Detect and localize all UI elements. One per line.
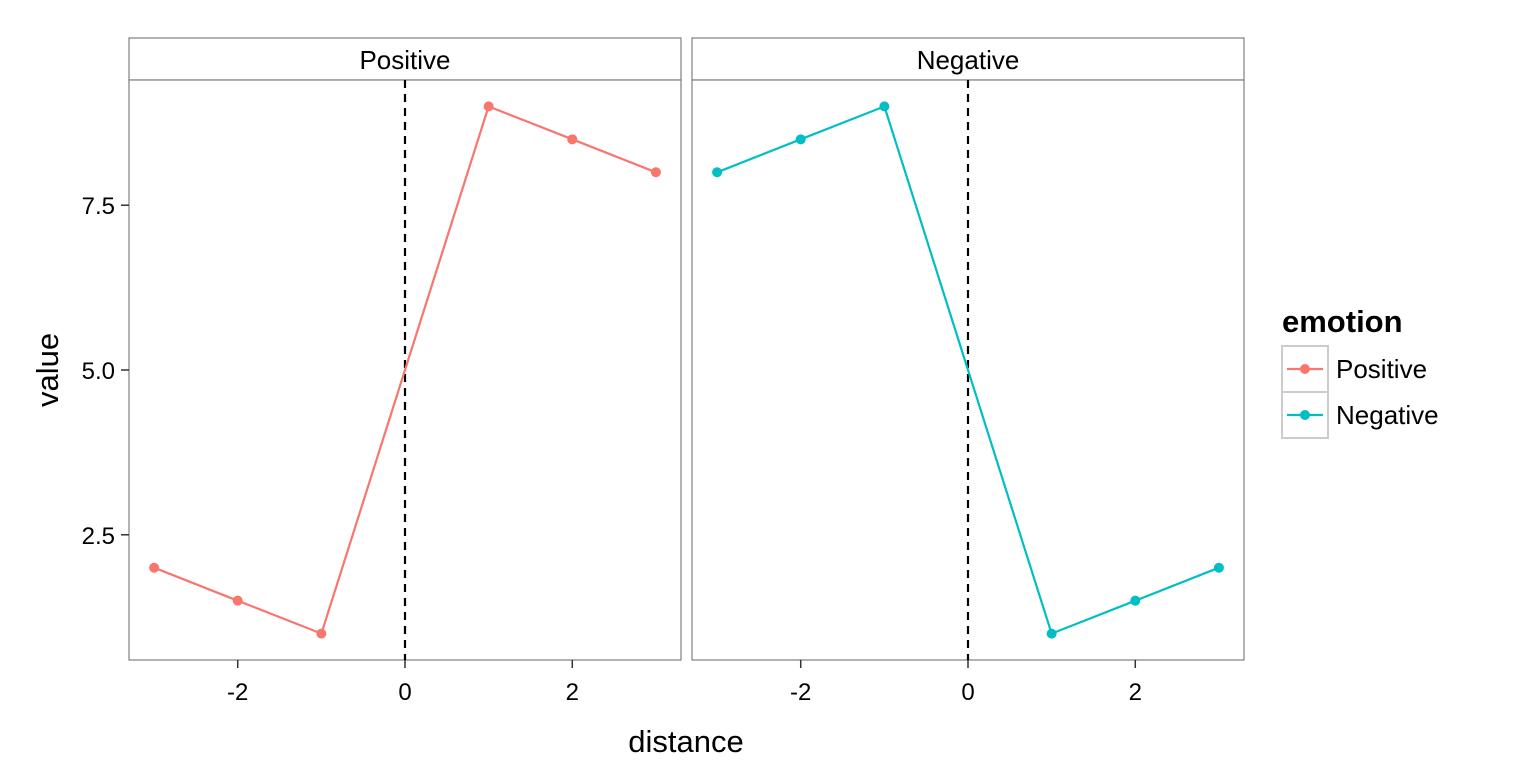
- legend-label: Positive: [1336, 354, 1427, 384]
- x-tick-label: -2: [227, 679, 248, 706]
- data-point: [1213, 562, 1224, 573]
- facet-panels: Positive Negative: [128, 37, 1245, 661]
- data-point: [795, 134, 806, 145]
- facet-panel-positive: Positive: [128, 37, 682, 661]
- legend: emotion Positive Negative: [1281, 304, 1439, 439]
- facet-strip-label: Positive: [359, 45, 450, 75]
- data-point: [567, 134, 578, 145]
- data-point: [1130, 595, 1141, 606]
- data-point: [650, 167, 661, 178]
- data-point: [879, 101, 890, 112]
- legend-key-point: [1300, 364, 1310, 374]
- y-axis: 2.5 5.0 7.5: [82, 193, 129, 550]
- data-point: [232, 595, 243, 606]
- y-tick-label: 2.5: [82, 523, 115, 550]
- data-point: [712, 167, 723, 178]
- facet-panel-negative: Negative: [691, 37, 1245, 661]
- data-point: [316, 628, 327, 639]
- x-tick-label: 0: [398, 679, 411, 706]
- y-axis-title: value: [30, 333, 65, 407]
- x-tick-label: 0: [961, 679, 974, 706]
- x-tick-label: 2: [1129, 679, 1142, 706]
- x-tick-label: 2: [566, 679, 579, 706]
- data-point: [1046, 628, 1057, 639]
- legend-key-point: [1300, 410, 1310, 420]
- y-tick-label: 5.0: [82, 358, 115, 385]
- legend-label: Negative: [1336, 400, 1439, 430]
- data-point: [483, 101, 494, 112]
- data-point: [149, 562, 160, 573]
- facet-strip: [128, 37, 682, 81]
- x-axis-title: distance: [628, 724, 743, 759]
- x-axis: -2 0 2 -2 0 2: [227, 660, 1142, 706]
- y-tick-label: 7.5: [82, 193, 115, 220]
- legend-title: emotion: [1282, 304, 1403, 339]
- facet-strip-label: Negative: [917, 45, 1020, 75]
- facet-strip: [691, 37, 1245, 81]
- x-tick-label: -2: [790, 679, 811, 706]
